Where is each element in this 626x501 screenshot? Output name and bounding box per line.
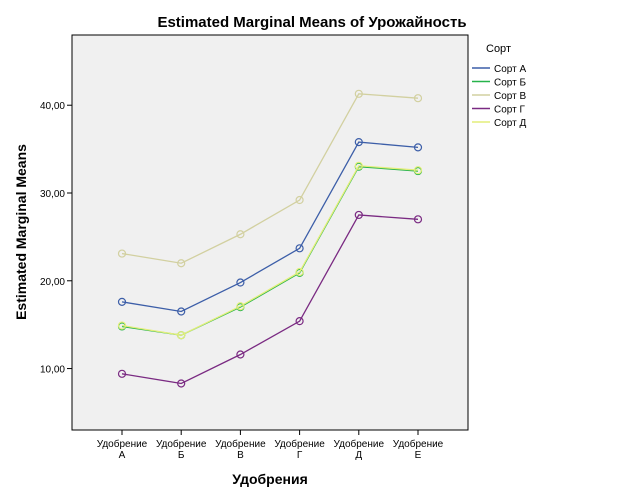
x-tick-label-line1: Удобрение xyxy=(156,438,207,450)
legend-label: Сорт Д xyxy=(494,118,526,129)
data-point xyxy=(354,210,363,220)
series-line xyxy=(121,93,419,264)
series-line xyxy=(121,214,419,385)
y-axis: 10,00 20,00 30,00 40,00 xyxy=(40,101,72,376)
data-point xyxy=(295,195,304,205)
data-point xyxy=(354,89,363,98)
y-tick-label: 40,00 xyxy=(40,101,65,112)
data-point xyxy=(177,331,186,340)
x-tick-label: Удобрение Е xyxy=(393,438,444,461)
y-tick-label: 10,00 xyxy=(40,365,65,376)
legend-label: Сорт В xyxy=(494,91,526,102)
x-tick-label-line2: Е xyxy=(415,450,422,461)
data-point xyxy=(295,267,304,277)
data-point xyxy=(413,143,423,152)
x-tick-label-line2: А xyxy=(119,450,126,461)
series-group xyxy=(117,137,423,316)
chart-title: Estimated Marginal Means of Урожайность xyxy=(157,14,466,31)
plot-area xyxy=(71,34,469,431)
x-tick-label-line1: Удобрение xyxy=(393,438,444,450)
x-tick-label: Удобрение Д xyxy=(334,438,385,461)
series-group xyxy=(117,89,423,268)
data-point xyxy=(177,307,186,316)
data-point xyxy=(295,244,304,253)
data-point xyxy=(117,297,127,306)
data-point xyxy=(177,259,186,268)
x-tick-label-line1: Удобрение xyxy=(334,438,385,450)
y-axis-title: Estimated Marginal Means xyxy=(13,144,29,320)
data-point xyxy=(236,278,245,287)
data-point xyxy=(354,137,363,147)
x-tick-label-line2: Б xyxy=(178,450,185,461)
data-point xyxy=(236,302,245,311)
x-axis-title: Удобрения xyxy=(232,471,307,487)
series-line xyxy=(121,141,419,313)
series-layer xyxy=(117,89,423,388)
data-point xyxy=(117,249,127,258)
data-point xyxy=(177,379,186,388)
data-point xyxy=(236,230,245,239)
x-tick-label: Удобрение А xyxy=(97,438,148,461)
data-point xyxy=(354,161,363,170)
legend-label: Сорт Б xyxy=(494,78,526,89)
x-tick-label-line2: Г xyxy=(297,450,303,461)
legend-label: Сорт А xyxy=(494,64,526,75)
legend-label: Сорт Г xyxy=(494,105,525,116)
legend-title: Сорт xyxy=(486,43,511,55)
data-point xyxy=(413,215,423,224)
x-tick-label: Удобрение Б xyxy=(156,438,207,461)
data-point xyxy=(117,321,127,330)
x-tick-label: Удобрение В xyxy=(215,438,266,461)
x-tick-label-line1: Удобрение xyxy=(274,438,325,450)
y-tick-label: 20,00 xyxy=(40,277,65,288)
x-tick-label-line2: В xyxy=(237,450,244,461)
data-point xyxy=(295,317,304,326)
data-point xyxy=(236,350,245,359)
x-tick-label: Удобрение Г xyxy=(274,438,325,461)
x-tick-label-line2: Д xyxy=(355,450,362,461)
data-point xyxy=(413,166,423,175)
series-group xyxy=(117,210,423,388)
y-tick-label: 30,00 xyxy=(40,189,65,200)
data-point xyxy=(413,94,423,103)
x-tick-label-line1: Удобрение xyxy=(215,438,266,450)
series-line xyxy=(121,165,419,336)
data-point xyxy=(117,369,127,378)
x-tick-label-line1: Удобрение xyxy=(97,438,148,450)
series-group xyxy=(117,161,423,340)
legend: Сорт Сорт А Сорт Б Сорт В Сорт Г Сорт Д xyxy=(472,43,526,129)
